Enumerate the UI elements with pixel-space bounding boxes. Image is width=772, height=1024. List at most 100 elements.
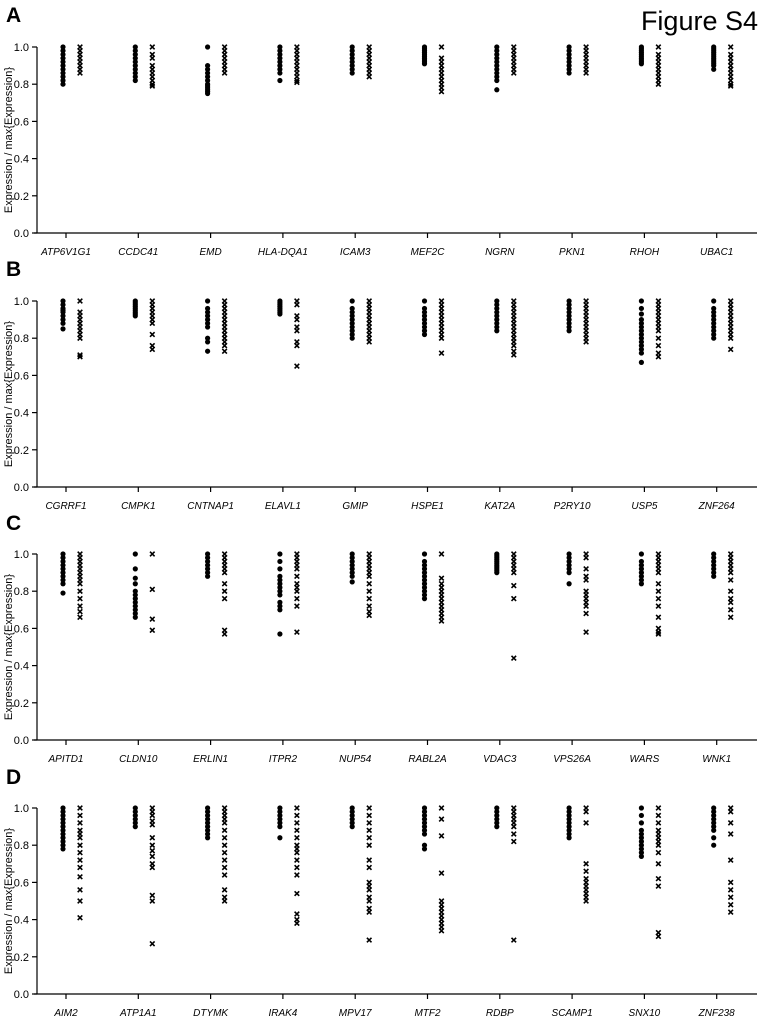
data-point-cross [221, 348, 228, 355]
data-point-dot [277, 55, 283, 61]
data-point-dot [60, 63, 66, 69]
data-point-cross [438, 350, 445, 356]
data-point-dot [421, 324, 428, 330]
data-point-dot [566, 302, 572, 308]
x-tick-label: VDAC3 [483, 754, 517, 765]
data-point-cross [221, 827, 228, 834]
data-point-dot [638, 335, 645, 341]
data-point-cross [655, 933, 662, 940]
data-point-cross [510, 70, 517, 76]
data-point-dot [205, 66, 211, 72]
data-point-dot [638, 820, 645, 826]
data-point-cross [438, 618, 445, 624]
data-point-dot [277, 607, 283, 613]
data-point-cross [583, 820, 589, 826]
data-point-dot [421, 812, 428, 819]
data-point-dot [132, 77, 138, 84]
data-point-cross [655, 81, 662, 88]
x-tick-label: ATP1A1 [119, 1008, 157, 1019]
data-point-cross [727, 894, 734, 901]
x-tick-label: NGRN [485, 247, 515, 258]
data-point-dot [566, 558, 572, 565]
data-point-dot [711, 309, 717, 315]
data-point-cross [149, 834, 156, 841]
data-point-dot [205, 573, 211, 579]
data-point-dot [711, 573, 717, 579]
x-tick-label: USP5 [631, 501, 658, 512]
data-point-dot [132, 74, 138, 80]
data-point-dot [60, 558, 66, 565]
x-tick-label: HLA-DQA1 [258, 247, 308, 258]
data-point-cross [366, 588, 373, 595]
data-point-dot [494, 48, 500, 54]
y-tick-label: 0.4 [14, 915, 29, 927]
data-point-dot [349, 555, 355, 561]
data-point-cross [655, 327, 662, 334]
data-point-dot [566, 313, 572, 319]
data-point-cross [366, 805, 373, 811]
data-point-cross [366, 886, 373, 893]
data-point-dot [205, 313, 211, 319]
data-point-dot [277, 835, 283, 841]
data-point-cross [149, 55, 156, 62]
data-point-dot [60, 44, 66, 50]
data-point-dot [566, 48, 572, 54]
data-point-cross [510, 342, 517, 349]
data-point-dot [711, 305, 717, 312]
panel-letter-a: A [6, 4, 22, 27]
data-point-dot [421, 313, 428, 319]
data-point-dot [711, 827, 717, 833]
data-point-cross [583, 898, 589, 904]
data-point-dot [638, 339, 645, 345]
data-point-dot [277, 573, 283, 579]
data-point-cross [221, 886, 228, 893]
data-point-dot [277, 558, 283, 565]
data-point-cross [655, 805, 662, 811]
data-point-cross [77, 820, 83, 826]
data-point-cross [366, 909, 373, 916]
data-point-dot [132, 599, 138, 605]
data-point-cross [294, 849, 300, 856]
data-point-cross [583, 70, 589, 76]
data-point-dot [711, 558, 717, 565]
data-point-cross [510, 937, 517, 943]
data-point-dot [349, 573, 355, 579]
data-point-dot [349, 48, 355, 54]
x-tick-label: ATP6V1G1 [40, 247, 91, 258]
data-point-dot [60, 831, 66, 837]
data-point-cross [655, 342, 662, 349]
data-point-dot [711, 809, 717, 815]
x-tick-label: MTF2 [414, 1008, 441, 1019]
data-point-dot [132, 603, 138, 609]
data-point-dot [494, 320, 500, 326]
data-point-dot [494, 328, 500, 334]
data-point-dot [566, 831, 572, 837]
data-point-cross [77, 298, 83, 304]
data-point-cross [294, 812, 300, 819]
data-point-dot [711, 298, 717, 304]
data-point-dot [277, 59, 283, 65]
data-point-dot [421, 592, 428, 598]
y-tick-label: 0.8 [14, 840, 29, 852]
data-point-dot [494, 44, 500, 50]
data-point-dot [349, 812, 355, 819]
data-point-dot [205, 809, 211, 815]
data-point-dot [60, 846, 66, 852]
data-point-dot [205, 320, 211, 326]
data-point-cross [438, 88, 445, 95]
data-point-cross [294, 857, 300, 863]
data-point-cross [77, 842, 83, 849]
x-tick-label: ELAVL1 [265, 501, 301, 512]
data-point-dot [711, 313, 717, 319]
data-point-dot [205, 70, 211, 76]
data-point-cross [366, 834, 373, 841]
data-point-cross [366, 73, 373, 80]
data-point-dot [60, 820, 66, 826]
y-tick-label: 0.0 [14, 989, 29, 1001]
data-point-dot [349, 309, 355, 315]
data-point-dot [60, 317, 66, 323]
data-point-dot [60, 812, 66, 819]
data-point-dot [277, 77, 283, 84]
data-point-cross [727, 606, 734, 613]
data-point-dot [277, 44, 283, 50]
